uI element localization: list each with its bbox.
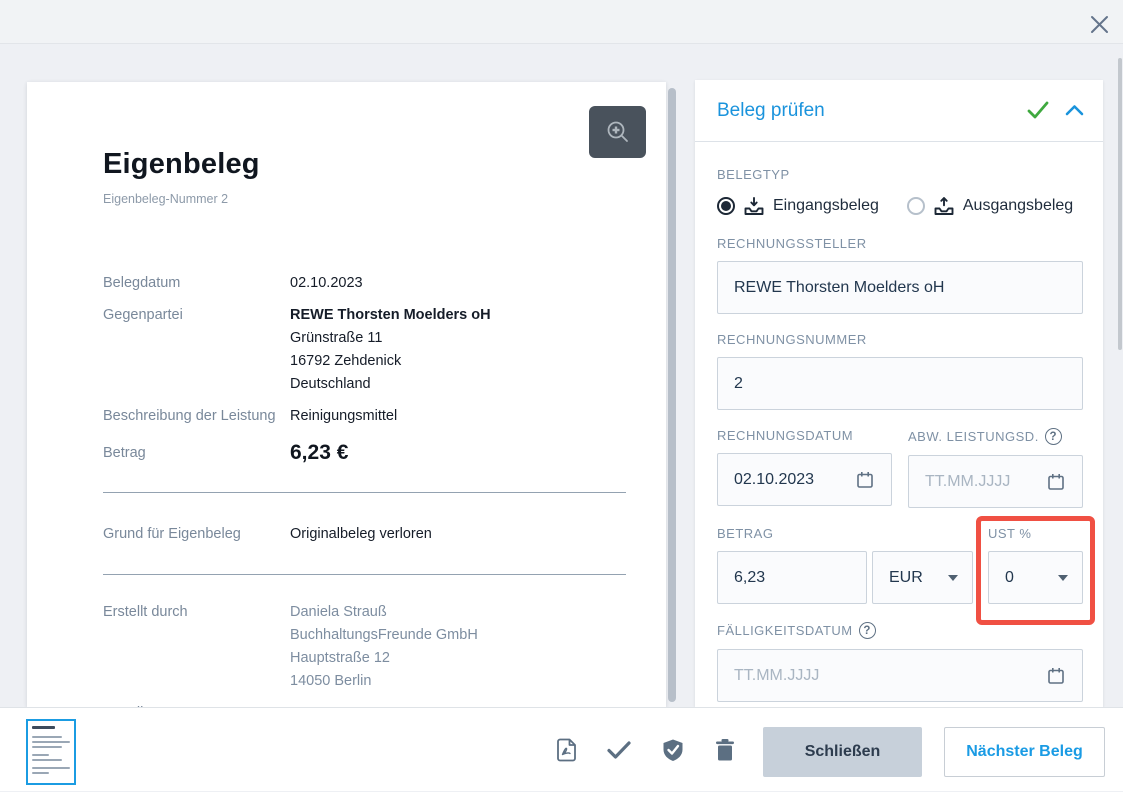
document-thumbnail[interactable]: [26, 719, 76, 785]
pdf-download-icon[interactable]: [556, 738, 577, 762]
rechnungsnummer-label: RECHNUNGSNUMMER: [717, 332, 867, 347]
belegtyp-label: BELEGTYP: [717, 167, 790, 182]
rechnungssteller-label: RECHNUNGSSTELLER: [717, 236, 867, 251]
faelligkeitsdatum-label: FÄLLIGKEITSDATUM: [717, 623, 853, 638]
doc-divider: [103, 492, 626, 493]
document-title: Eigenbeleg: [103, 148, 260, 180]
panel-scrollbar[interactable]: [1118, 58, 1122, 350]
betrag-input[interactable]: [734, 568, 850, 587]
rechnungsnummer-input[interactable]: [734, 374, 1066, 393]
help-icon[interactable]: ?: [858, 622, 876, 639]
rechnungsdatum-input[interactable]: [734, 470, 847, 489]
beleg-pruefen-panel: Beleg prüfen BELEGTYP: [695, 80, 1103, 707]
doc-row-betrag: Betrag 6,23 €: [103, 441, 349, 464]
rechnungsdatum-label: RECHNUNGSDATUM: [717, 428, 854, 443]
calendar-icon[interactable]: [1046, 472, 1066, 492]
belegtyp-field: BELEGTYP Eingangsbeleg: [717, 167, 1083, 218]
faelligkeitsdatum-field: FÄLLIGKEITSDATUM ?: [717, 622, 1083, 702]
doc-divider: [103, 574, 626, 575]
calendar-icon[interactable]: [1046, 666, 1066, 686]
footer-bar: Schließen Nächster Beleg: [0, 707, 1123, 791]
modal-topbar: [0, 0, 1123, 44]
currency-select[interactable]: EUR: [872, 551, 973, 604]
doc-row-grund: Grund für Eigenbeleg Originalbeleg verlo…: [103, 526, 432, 542]
radio-eingangsbeleg[interactable]: Eingangsbeleg: [717, 196, 879, 216]
approve-check-icon[interactable]: [606, 740, 632, 760]
doc-row-erstellt-am: Erstellt am 24.07.2024: [103, 702, 626, 707]
outbox-arrow-up-icon: [933, 196, 955, 216]
zoom-in-button[interactable]: [589, 106, 646, 158]
radio-unselected-icon: [906, 197, 925, 215]
shield-check-icon[interactable]: [661, 738, 685, 762]
close-icon[interactable]: [1083, 8, 1115, 40]
check-complete-icon: [1026, 100, 1050, 122]
chevron-up-icon[interactable]: [1064, 103, 1085, 118]
rechnungssteller-input[interactable]: [734, 278, 1066, 297]
calendar-icon[interactable]: [855, 470, 875, 490]
ust-field: UST % 0: [976, 516, 1095, 625]
abw-leistungsdatum-label: ABW. LEISTUNGSD.: [908, 429, 1039, 444]
faelligkeitsdatum-input[interactable]: [734, 666, 1038, 685]
document-subtitle: Eigenbeleg-Nummer 2: [103, 192, 229, 206]
chevron-down-icon: [1058, 574, 1068, 581]
doc-row-erstellt-durch: Erstellt durch Daniela Strauß Buchhaltun…: [103, 604, 478, 689]
doc-row-belegdatum: Belegdatum 02.10.2023: [103, 275, 363, 291]
doc-row-gegenpartei: Gegenpartei REWE Thorsten Moelders oH Gr…: [103, 307, 491, 392]
radio-selected-icon: [717, 197, 735, 215]
waehrung-field: EUR: [872, 526, 973, 604]
chevron-down-icon: [948, 574, 958, 581]
magnifier-plus-icon: [605, 119, 631, 145]
ust-select[interactable]: 0: [988, 551, 1083, 604]
naechster-beleg-button[interactable]: Nächster Beleg: [944, 727, 1105, 777]
inbox-arrow-down-icon: [743, 196, 765, 216]
rechnungssteller-field: RECHNUNGSSTELLER: [717, 236, 1083, 314]
ust-label: UST %: [988, 526, 1032, 541]
document-preview: Eigenbeleg Eigenbeleg-Nummer 2 Belegdatu…: [27, 82, 666, 707]
rechnungsnummer-field: RECHNUNGSNUMMER: [717, 332, 1083, 410]
panel-header: Beleg prüfen: [695, 80, 1103, 142]
help-icon[interactable]: ?: [1044, 428, 1062, 445]
document-scrollbar[interactable]: [668, 88, 676, 702]
schliessen-button[interactable]: Schließen: [763, 727, 922, 777]
doc-row-beschreibung: Beschreibung der Leistung Reinigungsmitt…: [103, 408, 398, 424]
abw-leistungsdatum-field: ABW. LEISTUNGSD. ?: [908, 428, 1083, 508]
rechnungsdatum-field: RECHNUNGSDATUM: [717, 428, 892, 508]
panel-title: Beleg prüfen: [717, 99, 825, 121]
radio-ausgangsbeleg[interactable]: Ausgangsbeleg: [906, 196, 1073, 216]
modal-content: Eigenbeleg Eigenbeleg-Nummer 2 Belegdatu…: [0, 44, 1123, 707]
abw-leistungsdatum-input[interactable]: [925, 472, 1038, 491]
betrag-field: BETRAG: [717, 526, 867, 604]
betrag-label: BETRAG: [717, 526, 774, 541]
trash-icon[interactable]: [714, 738, 736, 762]
